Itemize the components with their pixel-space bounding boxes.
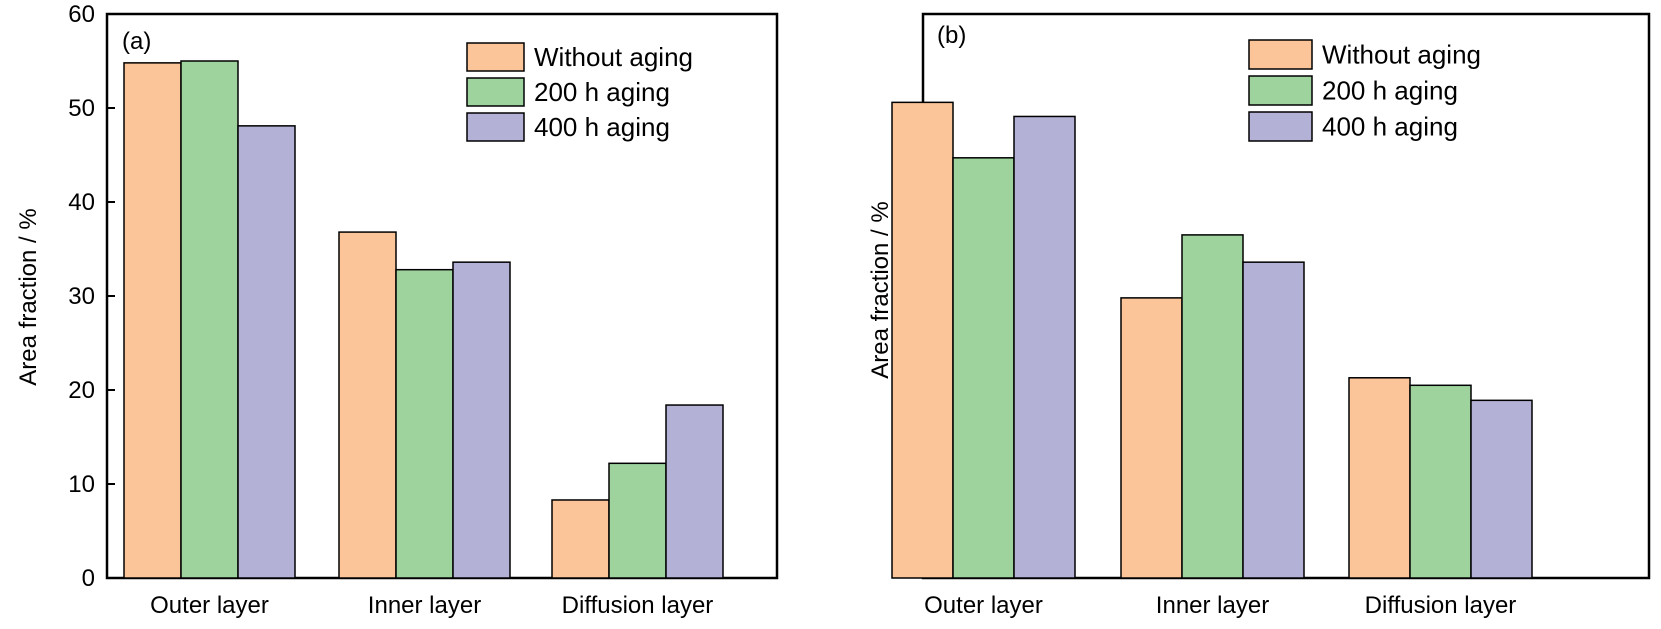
x-tick-label: Inner layer bbox=[368, 592, 481, 619]
bar bbox=[123, 62, 182, 579]
legend-label: 400 h aging bbox=[1322, 112, 1458, 142]
bar bbox=[395, 268, 454, 579]
bar bbox=[551, 499, 610, 579]
bar bbox=[1348, 377, 1411, 579]
y-tick-label: 60 bbox=[68, 1, 95, 28]
bar bbox=[452, 261, 511, 579]
bar bbox=[608, 462, 667, 579]
y-axis-label: Area fraction / % bbox=[15, 208, 42, 385]
legend-swatch bbox=[466, 77, 525, 107]
legend: Without aging 200 h aging 400 h aging bbox=[1248, 39, 1481, 142]
x-tick-label: Outer layer bbox=[924, 592, 1043, 619]
y-tick-label: 30 bbox=[68, 283, 95, 310]
bar bbox=[1409, 384, 1472, 579]
bar bbox=[952, 157, 1015, 579]
bar bbox=[1181, 234, 1244, 579]
legend-label: Without aging bbox=[534, 42, 693, 72]
y-tick-label: 10 bbox=[68, 471, 95, 498]
y-tick-label: 20 bbox=[68, 377, 95, 404]
legend-swatch bbox=[466, 112, 525, 142]
bar bbox=[1470, 399, 1533, 579]
y-tick-label: 0 bbox=[82, 565, 95, 592]
bar bbox=[1120, 297, 1183, 579]
legend-swatch bbox=[1248, 39, 1313, 70]
bars-group bbox=[891, 101, 1533, 579]
bar bbox=[338, 231, 397, 579]
chart-panel-b: Outer layer Inner layer Diffusion layer (b… bbox=[867, 12, 1651, 619]
y-axis: 0 10 20 30 40 50 60 bbox=[68, 1, 115, 592]
y-axis-label: Area fraction / % bbox=[867, 201, 894, 378]
x-tick-label: Diffusion layer bbox=[1365, 592, 1517, 619]
legend-label: 200 h aging bbox=[1322, 76, 1458, 106]
legend-label: Without aging bbox=[1322, 40, 1481, 70]
y-tick-label: 40 bbox=[68, 189, 95, 216]
panel-label: (a) bbox=[122, 28, 151, 55]
legend-swatch bbox=[466, 42, 525, 72]
x-tick-label: Diffusion layer bbox=[562, 592, 714, 619]
legend-swatch bbox=[1248, 111, 1313, 142]
x-axis: Outer layer Inner layer Diffusion layer bbox=[924, 592, 1516, 619]
bar bbox=[180, 60, 239, 579]
bar bbox=[665, 404, 724, 579]
bar bbox=[1242, 261, 1305, 579]
bars-group bbox=[123, 60, 724, 579]
bar bbox=[891, 101, 954, 579]
legend-label: 200 h aging bbox=[534, 77, 670, 107]
x-axis: Outer layer Inner layer Diffusion layer bbox=[150, 592, 713, 619]
legend: Without aging 200 h aging 400 h aging bbox=[466, 42, 693, 142]
y-tick-label: 50 bbox=[68, 95, 95, 122]
x-tick-label: Inner layer bbox=[1156, 592, 1269, 619]
legend-label: 400 h aging bbox=[534, 112, 670, 142]
legend-swatch bbox=[1248, 75, 1313, 106]
chart-panel-a: 0 10 20 30 40 50 60 Outer layer Inner layer Diff… bbox=[15, 1, 779, 619]
bar bbox=[237, 125, 296, 579]
x-tick-label: Outer layer bbox=[150, 592, 269, 619]
bar bbox=[1013, 115, 1076, 579]
panel-label: (b) bbox=[937, 22, 966, 49]
